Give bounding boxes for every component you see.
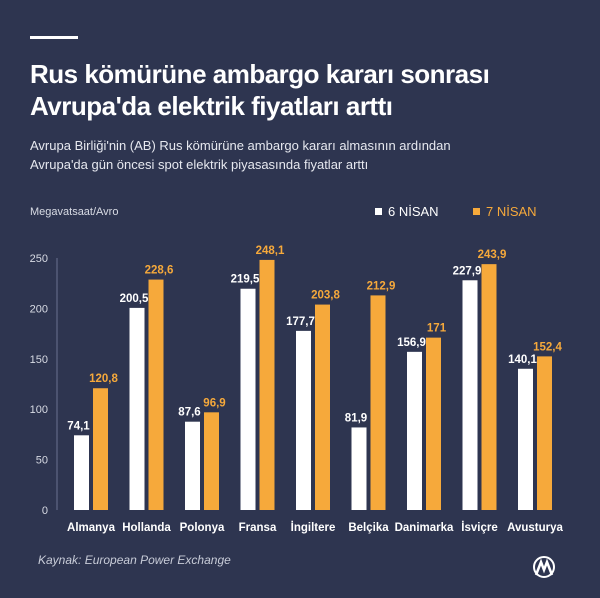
bar-6-nisan xyxy=(351,427,367,510)
x-tick-label: İsviçre xyxy=(461,521,497,534)
bar-6-nisan xyxy=(407,351,422,510)
legend-label: 7 NİSAN xyxy=(486,204,537,219)
y-tick-label: 0 xyxy=(42,505,48,517)
bar-6-nisan xyxy=(296,330,311,510)
data-label: 152,4 xyxy=(533,341,562,353)
data-label: 120,8 xyxy=(89,373,118,385)
legend-label: 6 NİSAN xyxy=(388,204,439,219)
subtitle-line-2: Avrupa'da gün öncesi spot elektrik piyas… xyxy=(30,157,369,172)
bar-6-nisan xyxy=(462,280,478,510)
data-label: 96,9 xyxy=(203,397,225,409)
x-tick-label: Fransa xyxy=(239,522,277,534)
y-axis-label: Megavatsaat/Avro xyxy=(30,206,118,218)
legend-swatch xyxy=(375,208,382,215)
bar-7-nisan xyxy=(315,304,330,510)
y-tick-label: 200 xyxy=(30,303,48,315)
title-line-2: Avrupa'da elektrik fiyatları arttı xyxy=(30,91,393,121)
data-label: 140,1 xyxy=(508,354,537,366)
data-label: 87,6 xyxy=(178,407,200,419)
subtitle-line-1: Avrupa Birliği'nin (AB) Rus kömürüne amb… xyxy=(30,138,451,153)
y-tick-label: 250 xyxy=(30,253,48,265)
bar-6-nisan xyxy=(518,368,533,510)
bar-6-nisan xyxy=(129,307,145,510)
bar-6-nisan xyxy=(74,435,89,510)
bar-6-nisan xyxy=(240,288,256,510)
data-label: 177,7 xyxy=(286,316,315,328)
subtitle: Avrupa Birliği'nin (AB) Rus kömürüne amb… xyxy=(30,136,451,174)
data-label: 81,9 xyxy=(345,412,367,424)
data-label: 74,1 xyxy=(67,420,90,432)
bar-7-nisan xyxy=(259,259,275,510)
bar-7-nisan xyxy=(537,356,552,510)
x-tick-label: Danimarka xyxy=(395,522,454,534)
bar-6-nisan xyxy=(185,421,200,510)
y-tick-label: 50 xyxy=(36,455,48,467)
source-note: Kaynak: European Power Exchange xyxy=(38,553,231,567)
data-label: 156,9 xyxy=(397,337,426,349)
page-title: Rus kömürüne ambargo kararı sonrası Avrup… xyxy=(30,58,490,122)
x-tick-label: Polonya xyxy=(180,522,225,534)
data-label: 243,9 xyxy=(478,249,507,261)
x-tick-label: Belçika xyxy=(348,522,389,534)
bar-7-nisan xyxy=(370,295,386,510)
bar-7-nisan xyxy=(93,388,108,510)
data-label: 212,9 xyxy=(367,280,396,292)
data-label: 171 xyxy=(427,323,447,335)
bar-7-nisan xyxy=(148,279,164,510)
aa-logo-icon xyxy=(533,556,555,578)
bar-7-nisan xyxy=(481,264,497,510)
data-label: 200,5 xyxy=(120,293,149,305)
data-label: 219,5 xyxy=(231,274,260,286)
legend-swatch xyxy=(473,208,480,215)
x-tick-label: Avusturya xyxy=(507,522,563,534)
data-label: 203,8 xyxy=(311,290,340,302)
data-label: 228,6 xyxy=(145,265,174,277)
x-tick-label: Almanya xyxy=(67,522,116,534)
title-rule xyxy=(30,36,78,39)
x-tick-label: Hollanda xyxy=(122,522,171,534)
y-tick-label: 100 xyxy=(30,404,48,416)
bar-7-nisan xyxy=(204,412,219,510)
title-line-1: Rus kömürüne ambargo kararı sonrası xyxy=(30,59,490,89)
y-tick-label: 150 xyxy=(30,354,48,366)
bar-7-nisan xyxy=(426,337,441,510)
data-label: 227,9 xyxy=(453,265,482,277)
data-label: 248,1 xyxy=(256,245,285,257)
x-tick-label: İngiltere xyxy=(291,521,336,534)
